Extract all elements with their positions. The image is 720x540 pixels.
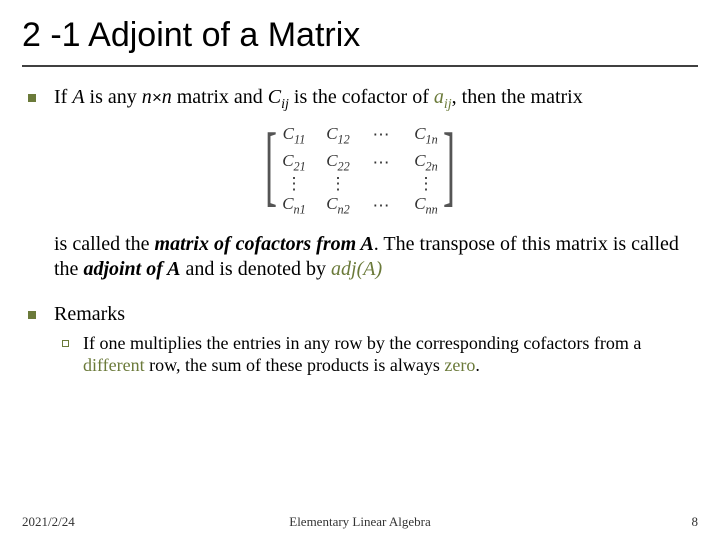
title-underline	[22, 65, 698, 67]
t: is any	[85, 86, 142, 108]
sub-bullet-item-1: If one multiplies the entries in any row…	[62, 333, 698, 377]
cell-n1: Cn1	[280, 194, 308, 217]
sub: 11	[294, 132, 305, 146]
bullet-icon	[28, 311, 36, 319]
C: C	[326, 194, 337, 213]
em-different: different	[83, 355, 145, 375]
term-adjA: adj(A)	[331, 258, 382, 280]
var-A: A	[72, 86, 84, 108]
sub: n1	[294, 203, 306, 217]
footer-page-number: 8	[692, 514, 699, 530]
n: n	[162, 86, 172, 108]
ij: ij	[444, 97, 452, 112]
t: and is denoted by	[181, 258, 332, 280]
n: n	[142, 86, 152, 108]
term-matrix-of-cofactors: matrix of cofactors from A	[155, 233, 374, 255]
bullet-item-1: If A is any n×n matrix and Cij is the co…	[22, 85, 698, 114]
t: is called the	[54, 233, 155, 255]
times-icon: ×	[152, 88, 162, 107]
sub: 1n	[426, 132, 438, 146]
cell-12: C12	[324, 124, 352, 147]
em-zero: zero	[444, 355, 475, 375]
cofactor-matrix: [ C11 C12 ⋯ C1n C21 C22 ⋯ C2n ⋮ ⋮ ⋮ Cn1 …	[22, 120, 698, 222]
matrix-body: [ C11 C12 ⋯ C1n C21 C22 ⋯ C2n ⋮ ⋮ ⋮ Cn1 …	[264, 120, 456, 222]
right-bracket-icon: ]	[443, 120, 455, 222]
sub: 22	[338, 159, 350, 173]
C: C	[283, 124, 294, 143]
slide: 2 -1 Adjoint of a Matrix If A is any n×n…	[0, 0, 720, 540]
t: matrix and	[172, 86, 268, 108]
t: is the cofactor of	[289, 86, 434, 108]
t: , then the matrix	[452, 86, 583, 108]
sub: 2n	[426, 159, 438, 173]
sub: 21	[294, 159, 306, 173]
C: C	[326, 124, 337, 143]
matrix-grid: C11 C12 ⋯ C1n C21 C22 ⋯ C2n ⋮ ⋮ ⋮ Cn1 Cn…	[278, 120, 442, 222]
sub-bullet-1-text: If one multiplies the entries in any row…	[83, 333, 698, 377]
t: If	[54, 86, 72, 108]
sub-bullet-icon	[62, 340, 69, 347]
bullet-1-text: If A is any n×n matrix and Cij is the co…	[54, 85, 583, 114]
cell-22: C22	[324, 151, 352, 174]
term-adjoint: adjoint of A	[83, 258, 180, 280]
C: C	[282, 151, 293, 170]
sub: nn	[426, 203, 438, 217]
a: a	[434, 86, 444, 108]
cell-cdots: ⋯	[368, 196, 396, 216]
ij: ij	[281, 97, 289, 112]
cell-2n: C2n	[412, 151, 440, 174]
sub: n2	[338, 203, 350, 217]
t: If one multiplies the entries in any row…	[83, 333, 641, 353]
footer-date: 2021/2/24	[22, 514, 75, 530]
cell-21: C21	[280, 151, 308, 174]
C: C	[414, 124, 425, 143]
slide-footer: 2021/2/24 Elementary Linear Algebra 8	[22, 514, 698, 530]
bullet-icon	[28, 94, 36, 102]
C: C	[414, 151, 425, 170]
sub: 12	[338, 132, 350, 146]
bullet-1-continuation: is called the matrix of cofactors from A…	[54, 232, 698, 282]
t: .	[475, 355, 480, 375]
cell-cdots: ⋯	[368, 153, 396, 173]
cell-cdots: ⋯	[368, 125, 396, 145]
var-nxn: n×n	[142, 86, 172, 108]
cell-vdots: ⋮	[412, 178, 440, 190]
left-bracket-icon: [	[265, 120, 277, 222]
t: row, the sum of these products is always	[145, 355, 445, 375]
C: C	[282, 194, 293, 213]
C: C	[326, 151, 337, 170]
cell-1n: C1n	[412, 124, 440, 147]
var-Cij: Cij	[268, 86, 289, 108]
cell-vdots: ⋮	[324, 178, 352, 190]
slide-title: 2 -1 Adjoint of a Matrix	[22, 10, 698, 65]
var-aij: aij	[434, 86, 452, 108]
cell-nn: Cnn	[412, 194, 440, 217]
footer-title: Elementary Linear Algebra	[289, 514, 431, 530]
cell-11: C11	[280, 124, 308, 147]
cell-vdots: ⋮	[280, 178, 308, 190]
cell-n2: Cn2	[324, 194, 352, 217]
C: C	[414, 194, 425, 213]
C: C	[268, 86, 281, 108]
bullet-item-2: Remarks	[22, 302, 698, 327]
bullet-2-text: Remarks	[54, 302, 125, 327]
